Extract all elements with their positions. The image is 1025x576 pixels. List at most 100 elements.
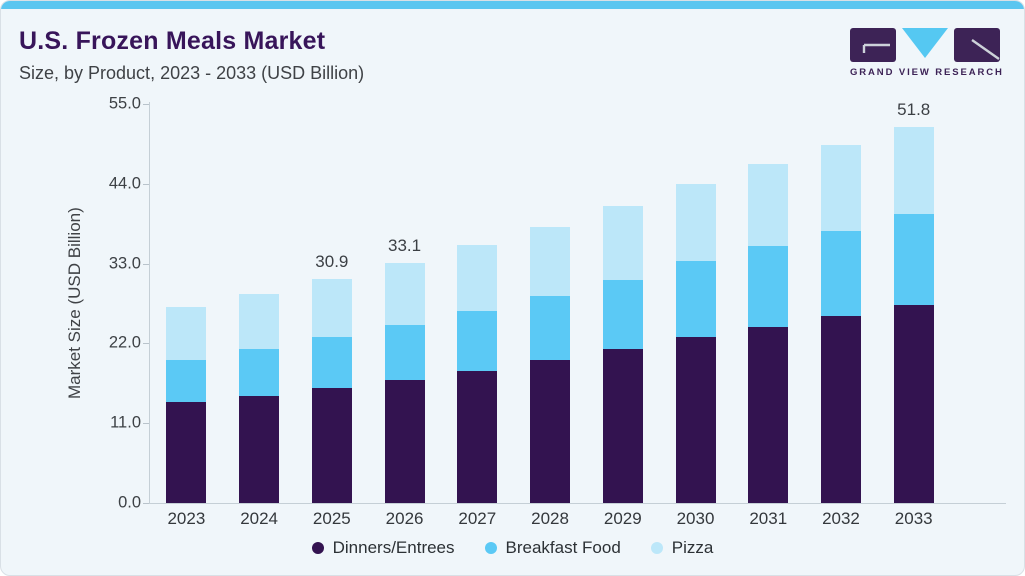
bar-segment-breakfast-food (239, 349, 280, 396)
bar-stack (166, 307, 207, 503)
bar-segment-pizza (820, 145, 861, 231)
top-accent-bar (1, 1, 1024, 9)
bar-segment-pizza (384, 262, 425, 326)
y-tick-mark (143, 423, 149, 425)
y-tick-mark (143, 263, 149, 265)
x-axis-line (149, 503, 1006, 504)
x-tick-label: 2029 (603, 509, 642, 528)
bar-segment-dinners-entrees (311, 387, 352, 503)
legend-label: Dinners/Entrees (332, 538, 455, 557)
bar-column-2030 (659, 104, 732, 503)
y-tick-mark (143, 343, 149, 345)
brand-logo: GRAND VIEW RESEARCH (850, 28, 1004, 78)
y-tick-mark (143, 183, 149, 185)
bar-column-2023 (150, 104, 223, 503)
bar-column-2032 (805, 104, 878, 503)
x-tick-label: 2028 (531, 509, 569, 528)
x-tick-label: 2023 (167, 509, 206, 528)
bar-segment-dinners-entrees (530, 360, 571, 503)
bar-segment-breakfast-food (166, 360, 207, 403)
bar-segment-pizza (675, 183, 716, 262)
bar-segment-dinners-entrees (166, 402, 207, 503)
legend-dot-icon (311, 542, 324, 554)
y-tick-label: 55.0 (108, 94, 141, 113)
bar-column-2029 (586, 104, 659, 503)
chart-header: U.S. Frozen Meals Market Size, by Produc… (19, 27, 364, 84)
y-axis-line (149, 102, 150, 503)
y-tick-label: 44.0 (108, 174, 141, 193)
bar-segment-breakfast-food (457, 310, 498, 371)
chart-legend: Dinners/Entrees Breakfast Food Pizza (1, 538, 1024, 558)
page-subtitle: Size, by Product, 2023 - 2033 (USD Billi… (19, 63, 365, 83)
legend-dot-icon (484, 542, 497, 554)
bar-stack (311, 278, 352, 503)
x-tick-label: 2033 (894, 509, 933, 528)
bar-column-2027 (441, 104, 514, 503)
bar-segment-breakfast-food (530, 296, 571, 361)
x-tick-label: 2026 (385, 509, 424, 528)
bar-segment-pizza (602, 205, 643, 280)
y-tick-mark (143, 104, 149, 105)
bar-stack (457, 245, 498, 503)
bar-total-label: 51.8 (897, 100, 931, 120)
bar-column-2024 (223, 104, 296, 503)
bar-segment-dinners-entrees (239, 395, 280, 503)
bar-column-2033: 51.8 (877, 100, 950, 503)
x-tick-label: 2027 (458, 509, 497, 528)
bar-stack (384, 262, 425, 503)
bar-stack (820, 145, 861, 503)
bar-segment-dinners-entrees (602, 349, 643, 503)
bar-total-label: 33.1 (388, 235, 422, 255)
bar-segment-pizza (457, 245, 498, 311)
x-tick-label: 2032 (822, 509, 860, 528)
bar-segment-dinners-entrees (893, 304, 934, 503)
bar-stack (530, 226, 571, 503)
x-tick-label: 2024 (240, 509, 279, 528)
gvr-logo-icon (850, 28, 1000, 62)
y-tick-label: 11.0 (110, 413, 141, 432)
brand-name: GRAND VIEW RESEARCH (850, 67, 1004, 78)
bar-segment-pizza (748, 164, 789, 247)
y-tick-mark (143, 503, 149, 504)
bar-segment-dinners-entrees (748, 326, 789, 503)
legend-label: Pizza (671, 538, 714, 557)
x-tick-label: 2025 (312, 509, 351, 528)
x-tick-label: 2031 (749, 509, 788, 528)
bar-stack (893, 127, 934, 503)
bar-segment-breakfast-food (820, 230, 861, 316)
y-tick-label: 0.0 (118, 493, 141, 512)
bar-stack (748, 164, 789, 503)
bar-segment-pizza (311, 278, 352, 337)
bar-segment-breakfast-food (675, 261, 716, 337)
bar-column-2028 (514, 104, 587, 503)
bar-segment-dinners-entrees (820, 315, 861, 503)
y-axis-ticks: 0.0 11.0 22.0 33.0 44.0 55.0 (61, 95, 141, 512)
x-axis-labels: 2023 2024 2025 2026 2027 2028 2029 2030 2031 2032… (150, 509, 950, 529)
bar-segment-breakfast-food (384, 325, 425, 381)
bar-segment-pizza (239, 294, 280, 350)
legend-dot-icon (650, 542, 663, 554)
bar-column-2031 (732, 104, 805, 503)
bar-segment-pizza (530, 226, 571, 297)
bar-segment-pizza (893, 127, 934, 215)
bar-segment-dinners-entrees (384, 380, 425, 503)
page-title: U.S. Frozen Meals Market (19, 27, 326, 55)
bar-segment-dinners-entrees (675, 336, 716, 503)
x-tick-label: 2030 (676, 509, 715, 528)
bar-segment-breakfast-food (602, 279, 643, 350)
bar-segment-breakfast-food (748, 246, 789, 327)
bar-column-2026: 33.1 (368, 104, 441, 503)
bar-segment-breakfast-food (311, 336, 352, 388)
bar-total-label: 30.9 (315, 251, 349, 271)
bar-segment-dinners-entrees (457, 370, 498, 503)
legend-label: Breakfast Food (505, 538, 621, 557)
bar-segment-breakfast-food (893, 214, 934, 305)
legend-item: Pizza (650, 538, 714, 558)
bar-stack (602, 205, 643, 503)
legend-item: Breakfast Food (484, 538, 621, 558)
plot-area: 30.9 33.1 51.8 (150, 100, 950, 503)
bar-segment-pizza (166, 307, 207, 361)
y-tick-label: 33.0 (108, 254, 141, 273)
legend-item: Dinners/Entrees (311, 538, 455, 558)
